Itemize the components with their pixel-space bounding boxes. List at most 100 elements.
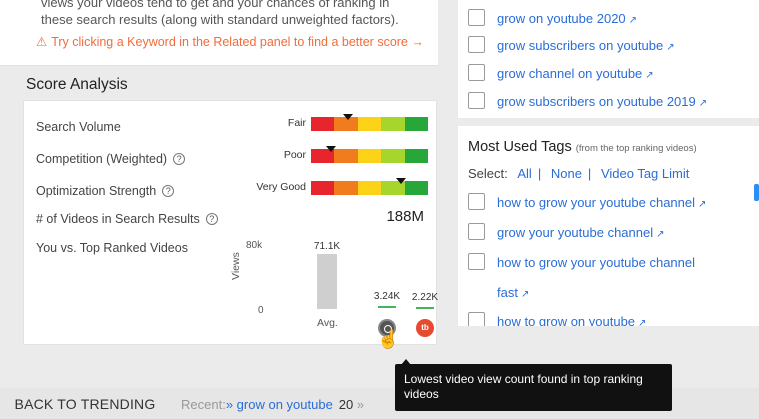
related-keyword-link[interactable]: grow channel on youtube ↗ [497,66,654,81]
keyword-suggestion-text: Try clicking a Keyword in the Related pa… [51,35,424,49]
meter-segment [311,117,335,131]
most-used-tags-panel: Most Used Tags (from the top ranking vide… [458,126,759,326]
recent-more-icon[interactable]: » [356,397,365,412]
chart-bar-yours [416,307,434,309]
meter-segment [357,149,382,163]
select-label: Select: [468,166,508,181]
meter-pointer [396,178,407,184]
competition-meter [311,149,429,163]
related-keywords-panel: grow on youtube 2020 ↗ grow subscribers o… [458,0,759,118]
competition-help-icon[interactable]: ? [173,153,186,165]
competition-label-text: Competition (Weighted) [36,152,168,166]
meter-segment [404,117,429,131]
score-intro-text: views your videos tend to get and your c… [41,0,399,27]
meter-segment [404,181,429,195]
select-none-link[interactable]: None [550,166,582,181]
meter-pointer [343,114,354,120]
optimization-rating: Very Good [256,181,306,193]
video-tag-limit-link[interactable]: Video Tag Limit [600,166,690,181]
videos-count-label: # of Videos in Search Results? [36,212,218,226]
competition-rating: Poor [283,149,306,161]
chart-category-avg: Avg. [317,317,338,329]
videos-count-value: 188M [386,208,424,225]
tag-checkbox[interactable] [468,223,485,240]
chart-bar-avg-value: 71.1K [313,240,341,252]
optimization-meter [311,181,429,195]
optimization-label-text: Optimization Strength [36,184,157,198]
search-volume-meter [311,117,429,131]
chart-tooltip: Lowest video view count found in top ran… [395,359,672,411]
warning-icon: ⚠ [36,35,48,49]
back-to-trending-button[interactable]: BACK TO TRENDING [0,388,170,419]
most-used-tags-subtitle: (from the top ranking videos) [575,143,697,154]
related-keyword-link[interactable]: grow on youtube 2020 ↗ [497,11,638,26]
score-analysis-title: Score Analysis [26,76,128,93]
external-link-icon[interactable]: ↗ [520,289,530,300]
optimization-label: Optimization Strength? [36,184,175,198]
external-link-icon[interactable]: ↗ [666,42,675,53]
keyword-checkbox[interactable] [468,64,485,81]
meter-segment [311,149,335,163]
external-link-icon[interactable]: ↗ [698,98,708,109]
chart-y-axis-label: Views [230,252,242,280]
most-used-tags-title: Most Used Tags (from the top ranking vide… [468,139,697,155]
tag-select-row: Select: All | None | Video Tag Limit [468,166,695,181]
external-link-icon[interactable]: ↗ [628,15,638,26]
views-comparison-chart: Views 80k 0 71.1K Avg. 3.24K ☝ 2.22K tb [224,235,438,349]
competition-label: Competition (Weighted)? [36,152,186,166]
recent-search-link[interactable]: grow on youtube [236,397,333,412]
keyword-checkbox[interactable] [468,36,485,53]
meter-segment [334,181,358,195]
recent-searches: Recent:» grow on youtube 20 » [181,397,364,412]
keyword-checkbox[interactable] [468,9,485,26]
tag-link[interactable]: grow your youtube channel ↗ [497,225,665,240]
tag-link[interactable]: how to grow your youtube channel ↗ [497,195,707,210]
meter-segment [381,117,405,131]
meter-segment [334,117,358,131]
tag-checkbox[interactable] [468,253,485,270]
score-intro-panel: views your videos tend to get and your c… [0,0,438,66]
recent-arrow-icon: » [225,397,234,412]
compare-label: You vs. Top Ranked Videos [36,241,188,255]
tubebuddy-icon[interactable]: tb [416,319,434,337]
scrollbar-thumb[interactable] [754,184,759,201]
tag-link[interactable]: how to grow your youtube channel [497,255,696,270]
chart-bar-yours-value: 2.22K [411,292,439,303]
optimization-help-icon[interactable]: ? [162,185,175,197]
tag-checkbox[interactable] [468,193,485,210]
related-keyword-link[interactable]: grow subscribers on youtube ↗ [497,38,675,53]
tag-checkbox[interactable] [468,312,485,326]
tag-link[interactable]: how to grow on youtube ↗ [497,314,646,326]
recent-label: Recent: [181,397,226,412]
related-keyword-link[interactable]: grow subscribers on youtube 2019 ↗ [497,94,708,109]
meter-pointer [325,146,336,152]
tag-link-continued[interactable]: fast ↗ [497,285,530,300]
chart-bar-avg [317,253,337,309]
meter-segment [404,149,429,163]
chart-bar-lowest [378,306,396,309]
select-separator: | [587,166,592,181]
hand-cursor-icon: ☝ [377,329,400,349]
search-volume-label: Search Volume [36,120,121,134]
meter-segment [381,181,405,195]
meter-segment [357,117,382,131]
chart-bar-lowest-value: 3.24K [373,291,401,303]
chart-y-tick-max: 80k [246,240,263,251]
recent-count: 20 [338,397,354,412]
meter-segment [334,149,358,163]
videos-count-label-text: # of Videos in Search Results [36,212,200,226]
keyword-suggestion-link[interactable]: ⚠ Try clicking a Keyword in the Related p… [36,34,424,49]
meter-segment [357,181,382,195]
external-link-icon[interactable]: ↗ [698,199,707,210]
external-link-icon[interactable]: ↗ [638,318,647,326]
search-volume-rating: Fair [287,117,306,129]
target-icon[interactable] [378,319,396,337]
videos-count-help-icon[interactable]: ? [205,213,218,225]
external-link-icon[interactable]: ↗ [656,229,665,240]
keyword-checkbox[interactable] [468,92,485,109]
external-link-icon[interactable]: ↗ [645,70,654,81]
meter-segment [311,181,335,195]
meter-segment [381,149,405,163]
score-analysis-card: Search Volume Fair Competition (Weighted… [23,100,438,349]
select-all-link[interactable]: All [517,166,532,181]
